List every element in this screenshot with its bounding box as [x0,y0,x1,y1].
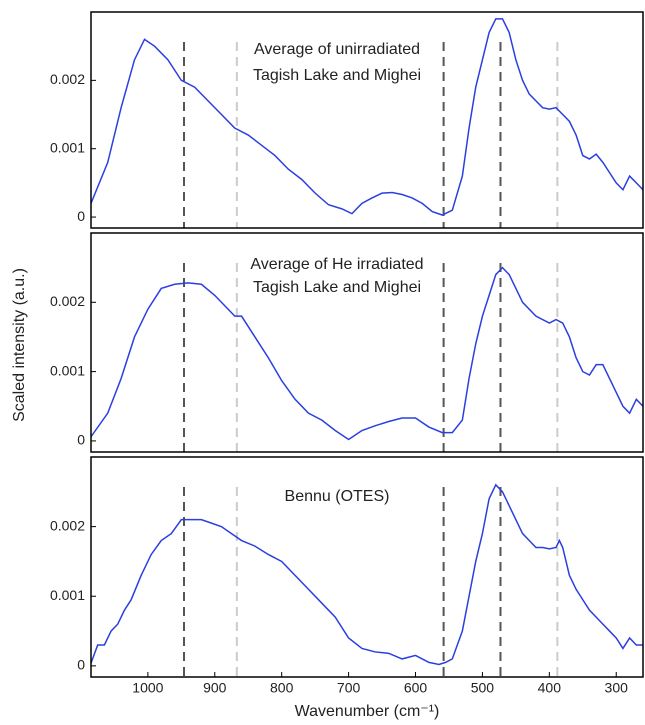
annotation: Average of He irradiated [250,256,423,273]
y-tick-label: 0.001 [50,139,85,155]
y-tick-label: 0 [77,657,85,673]
x-tick-label: 900 [203,680,227,696]
x-tick-label: 500 [471,680,495,696]
y-tick-label: 0.002 [50,293,85,309]
plot-frame [90,11,644,229]
y-tick-label: 0.002 [50,517,85,533]
x-tick-label: 300 [605,680,629,696]
y-tick-label: 0.001 [50,587,85,603]
annotation: Tagish Lake and Mighei [253,67,421,84]
annotation: Bennu (OTES) [285,488,390,505]
x-tick-label: 400 [538,680,562,696]
y-tick-label: 0 [77,208,85,224]
annotation: Tagish Lake and Mighei [253,279,421,296]
x-tick-label: 800 [270,680,294,696]
y-tick-label: 0.001 [50,362,85,378]
annotation: Average of unirradiated [254,41,420,58]
plot-frame [90,456,644,678]
plot-frame [90,232,644,453]
x-tick-label: 1000 [132,680,163,696]
spectrum-line [90,266,644,441]
y-axis-label: Scaled intensity (a.u.) [11,268,28,422]
y-tick-label: 0.002 [50,71,85,87]
spectrum-line [90,18,644,216]
x-tick-label: 600 [404,680,428,696]
x-axis-label: Wavenumber (cm⁻¹) [295,703,440,720]
y-tick-label: 0 [77,432,85,448]
spectrum-line [90,483,643,666]
x-tick-label: 700 [337,680,361,696]
